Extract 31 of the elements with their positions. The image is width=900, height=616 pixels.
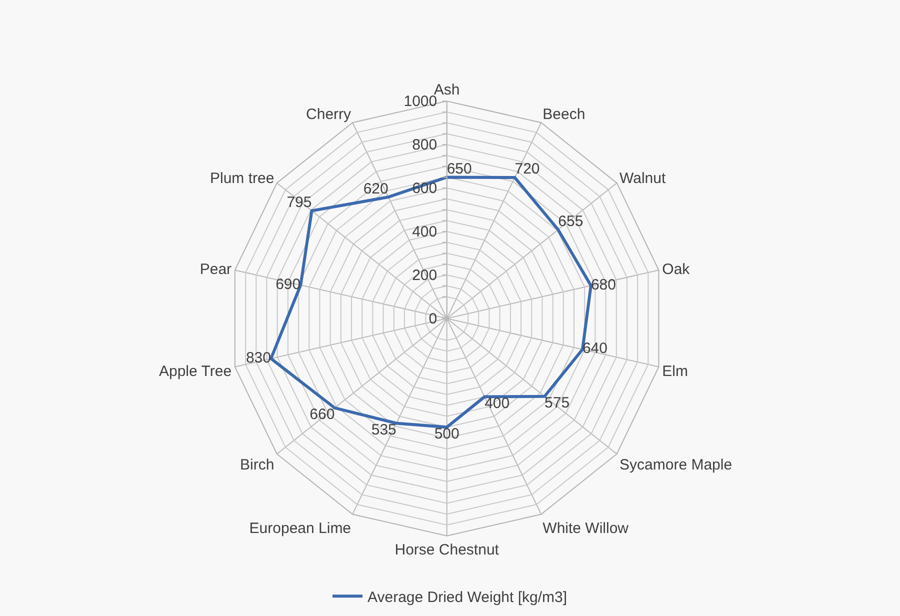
spoke-label: Walnut	[620, 170, 666, 188]
spoke-label: Oak	[662, 260, 690, 278]
data-label: 500	[434, 425, 460, 442]
spoke-label: Birch	[240, 456, 274, 474]
spoke-label: Apple Tree	[158, 363, 232, 380]
y-tick-label: 200	[412, 266, 438, 284]
y-tick-label: 800	[412, 136, 438, 154]
data-label: 795	[286, 194, 312, 211]
spoke-label: European Lime	[249, 520, 352, 538]
spoke-label: Beech	[542, 106, 586, 124]
data-label: 680	[590, 276, 616, 294]
data-label: 720	[514, 160, 540, 178]
data-label: 535	[371, 421, 396, 438]
data-label: 400	[484, 395, 510, 412]
data-label: 650	[446, 160, 472, 178]
spoke-label: Horse Chestnut	[394, 541, 500, 558]
data-label: 655	[558, 212, 584, 230]
y-tick-label: 400	[412, 223, 438, 240]
data-label: 640	[582, 340, 608, 358]
data-label: 830	[246, 349, 271, 366]
data-label: 620	[363, 180, 388, 198]
spoke-label: Elm	[662, 363, 688, 380]
data-label: 575	[544, 394, 570, 412]
spoke-label: Plum tree	[210, 170, 274, 188]
spoke-label: White Willow	[542, 520, 629, 538]
data-label: 660	[310, 406, 335, 424]
legend-label: Average Dried Weight [kg/m3]	[368, 589, 568, 606]
y-tick-label: 0	[428, 310, 438, 328]
spoke-label: Cherry	[306, 106, 352, 124]
spoke-label: Sycamore Maple	[620, 456, 732, 474]
spoke-label: Pear	[200, 260, 232, 278]
